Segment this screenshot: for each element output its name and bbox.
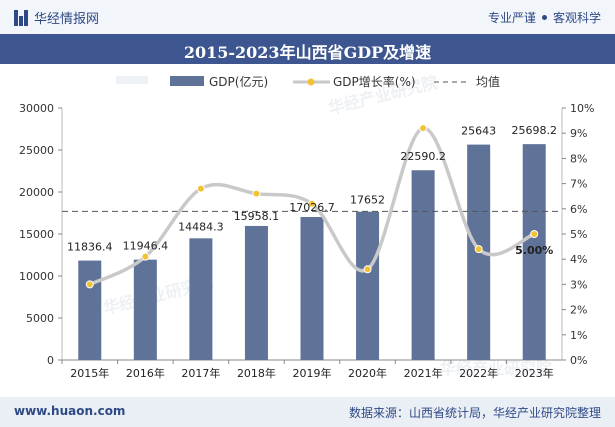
y-right-tick-label: 10% [570, 102, 594, 115]
growth-line [88, 126, 536, 287]
y-right-tick-label: 3% [570, 278, 587, 291]
bar-value-label: 22590.2 [400, 150, 446, 163]
slogan-right: 客观科学 [552, 11, 601, 25]
legend-bar-swatch [170, 76, 204, 86]
growth-point [419, 124, 428, 133]
bar [411, 170, 435, 360]
legend: GDP(亿元) GDP增长率(%) 均值 [116, 74, 500, 89]
watermark: 华经产业研究院 [440, 359, 552, 378]
y-left-tick-label: 25000 [19, 144, 54, 157]
bullet-icon [541, 15, 547, 20]
y-right-tick-label: 6% [570, 203, 587, 216]
slogan-left: 专业严谨 [487, 11, 536, 25]
x-tick-label: 2017年 [181, 366, 220, 380]
bar-value-label: 11946.4 [123, 240, 169, 253]
x-tick-label: 2021年 [404, 366, 443, 380]
legend-line-marker [307, 78, 315, 86]
bar [244, 225, 268, 360]
bar [78, 260, 102, 360]
growth-point [308, 199, 316, 208]
y-right-tick-label: 7% [570, 178, 587, 191]
growth-point [474, 245, 483, 254]
brand: 华经情报网 [14, 8, 99, 27]
bar-value-label: 17026.7 [289, 201, 335, 214]
growth-point [196, 184, 205, 193]
brand-logo-icon [14, 9, 28, 26]
y-right-tick-label: 2% [570, 304, 587, 317]
growth-point [141, 252, 150, 261]
chart-title: 2015-2023年山西省GDP及增速 [183, 43, 432, 62]
chart-area: 华经产业研究院 华经产业研究院 华经产业研究院 GDP(亿元) GDP增长率(%)… [19, 72, 594, 380]
y-left-tick-label: 20000 [19, 186, 54, 199]
bar [189, 238, 213, 360]
x-tick-label: 2018年 [237, 366, 276, 380]
legend-line-label: GDP增长率(%) [333, 74, 416, 89]
bar-value-label: 25643 [461, 125, 496, 138]
y-left-tick-label: 10000 [19, 270, 54, 283]
plot-area: 0 5000 10000 15000 20000 25000 30000 0% 1% 2% 3% 4%… [19, 102, 594, 380]
top-bar: 华经情报网 专业严谨 客观科学 [0, 0, 615, 34]
legend-average-label: 均值 [476, 74, 500, 89]
bar [133, 259, 157, 360]
growth-point [363, 265, 372, 274]
growth-point [85, 280, 94, 289]
growth-point [252, 189, 261, 198]
x-tick-label: 2023年 [515, 366, 554, 380]
footer: www.huaon.com 数据来源：山西省统计局，华经产业研究院整理 [0, 397, 615, 427]
y-right-tick-label: 9% [570, 127, 587, 140]
y-left-tick-label: 15000 [19, 228, 54, 241]
x-tick-label: 2019年 [293, 366, 332, 380]
y-right-tick-label: 1% [570, 329, 587, 342]
slogan: 专业严谨 客观科学 [488, 9, 601, 26]
bar [300, 216, 324, 360]
title-bar: 2015-2023年山西省GDP及增速 [0, 34, 615, 64]
bar-value-label: 25698.2 [511, 124, 557, 137]
legend-bar-label: GDP(亿元) [209, 74, 268, 89]
y-left-tick-label: 0 [47, 354, 54, 367]
y-right-tick-label: 5% [570, 228, 587, 241]
x-tick-label: 2022年 [459, 366, 498, 380]
bar-value-label: 11836.4 [67, 241, 113, 254]
y-left-tick-label: 5000 [26, 312, 54, 325]
bar-value-label: 15958.1 [234, 210, 280, 223]
footer-source: 数据来源：山西省统计局，华经产业研究院整理 [348, 406, 601, 420]
bar-value-label: 14484.3 [178, 220, 224, 233]
y-right-tick-label: 8% [570, 152, 587, 165]
brand-name: 华经情报网 [34, 12, 100, 27]
y-right-tick-label: 0% [570, 354, 587, 367]
bar [356, 211, 380, 360]
y-right-tick-label: 4% [570, 253, 587, 266]
footer-website: www.huaon.com [14, 404, 126, 418]
growth-point [530, 230, 539, 238]
x-tick-label: 2015年 [70, 366, 109, 380]
y-left-tick-label: 30000 [19, 102, 54, 115]
bar [522, 144, 546, 360]
growth-value-label: 5.00% [515, 244, 553, 257]
legend-blank-swatch [116, 76, 148, 84]
bar-value-label: 17652 [350, 194, 385, 207]
x-tick-label: 2016年 [126, 366, 165, 380]
x-tick-label: 2020年 [348, 366, 387, 380]
